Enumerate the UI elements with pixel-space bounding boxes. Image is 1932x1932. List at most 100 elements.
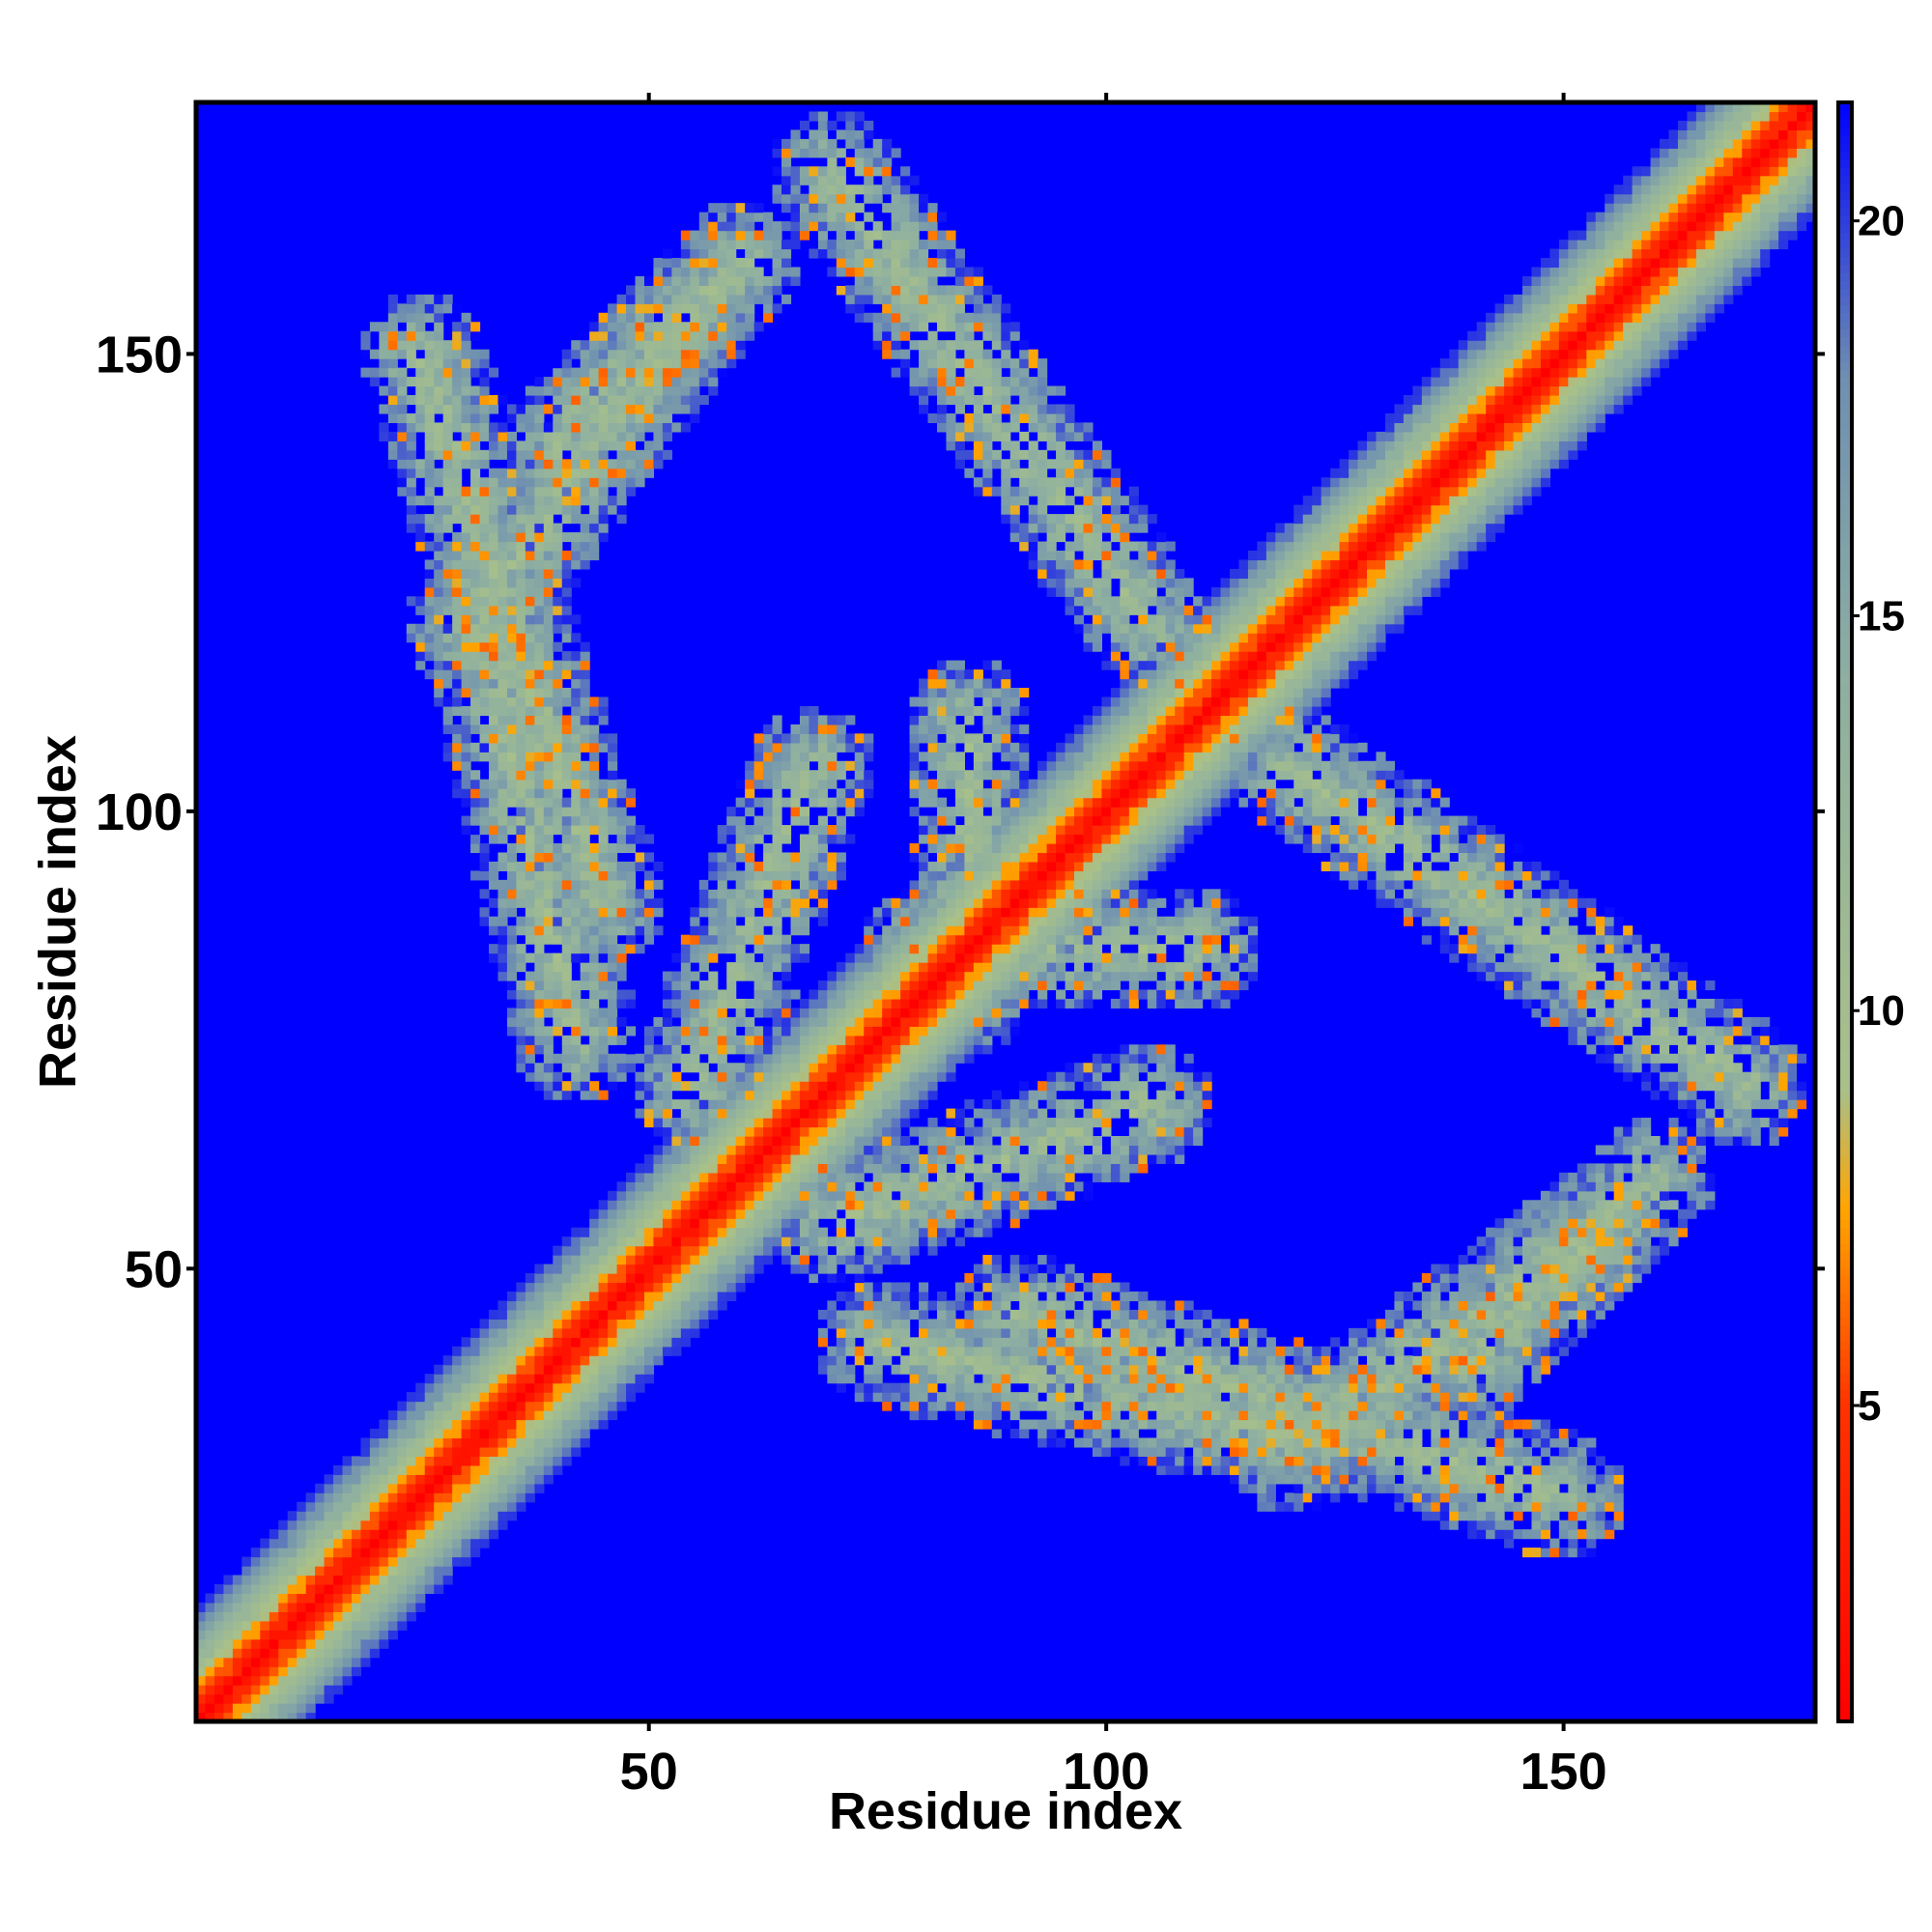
heatmap-cell <box>525 696 535 707</box>
heatmap-cell <box>635 1309 645 1320</box>
heatmap-cell <box>424 340 435 351</box>
heatmap-cell <box>470 669 481 680</box>
heatmap-cell <box>452 1401 463 1411</box>
heatmap-cell <box>479 742 490 753</box>
heatmap-cell <box>616 1382 627 1393</box>
heatmap-cell <box>872 166 883 177</box>
heatmap-cell <box>809 889 819 899</box>
heatmap-cell <box>397 1520 408 1530</box>
heatmap-cell <box>635 925 645 936</box>
heatmap-cell <box>809 1053 819 1064</box>
heatmap-cell <box>434 330 444 341</box>
heatmap-cell <box>205 1666 215 1677</box>
heatmap-cell <box>608 1355 618 1366</box>
heatmap-cell <box>653 412 664 424</box>
heatmap-cell <box>598 322 609 332</box>
heatmap-cell <box>900 1291 911 1302</box>
heatmap-cell <box>461 596 471 607</box>
heatmap-cell <box>919 285 929 296</box>
heatmap-cell <box>387 294 398 304</box>
heatmap-cell <box>589 934 600 945</box>
heatmap-cell <box>772 962 782 973</box>
heatmap-cell <box>936 907 948 918</box>
heatmap-cell <box>726 989 737 1000</box>
heatmap-cell <box>909 1337 920 1348</box>
heatmap-cell <box>909 879 920 890</box>
heatmap-cell <box>891 1153 901 1164</box>
heatmap-cell <box>643 1300 655 1311</box>
heatmap-cell <box>809 1063 819 1073</box>
heatmap-cell <box>643 916 655 926</box>
heatmap-cell <box>836 852 846 863</box>
heatmap-cell <box>790 1008 801 1018</box>
heatmap-cell <box>799 1255 810 1265</box>
heatmap-cell <box>872 1153 883 1164</box>
heatmap-cell <box>900 1063 911 1073</box>
heatmap-cell <box>434 1583 444 1595</box>
heatmap-cell <box>809 1200 819 1210</box>
heatmap-cell <box>827 870 838 881</box>
heatmap-cell <box>799 1264 810 1274</box>
heatmap-cell <box>763 1227 774 1237</box>
heatmap-cell <box>854 1145 865 1155</box>
heatmap-cell <box>598 358 609 369</box>
heatmap-cell <box>836 1227 846 1237</box>
heatmap-cell <box>836 1135 846 1147</box>
heatmap-cell <box>534 614 545 625</box>
heatmap-cell <box>781 934 792 945</box>
heatmap-cell <box>845 1053 856 1064</box>
heatmap-cell <box>616 404 627 414</box>
heatmap-cell <box>827 1118 838 1128</box>
heatmap-cell <box>836 724 846 734</box>
heatmap-cell <box>872 1118 883 1128</box>
heatmap-cell <box>872 340 883 351</box>
heatmap-cell <box>817 248 828 259</box>
heatmap-cell <box>387 1474 398 1485</box>
heatmap-cell <box>690 1200 700 1210</box>
heatmap-cell <box>608 925 618 936</box>
heatmap-cell <box>735 1282 746 1293</box>
heatmap-cell <box>415 1464 426 1475</box>
heatmap-cell <box>561 696 572 707</box>
heatmap-cell <box>919 193 929 204</box>
heatmap-cell <box>882 998 893 1009</box>
heatmap-cell <box>598 797 609 808</box>
heatmap-cell <box>909 1245 920 1256</box>
heatmap-cell <box>772 934 782 945</box>
heatmap-cell <box>534 532 545 543</box>
heatmap-cell <box>690 1181 700 1192</box>
heatmap-cell <box>580 834 590 844</box>
heatmap-cell <box>561 440 572 451</box>
heatmap-cell <box>671 367 682 378</box>
heatmap-cell <box>919 1026 929 1037</box>
heatmap-cell <box>635 825 645 836</box>
heatmap-cell <box>864 1218 874 1229</box>
heatmap-cell <box>708 1044 719 1055</box>
heatmap-cell <box>845 1364 856 1375</box>
heatmap-cell <box>470 449 481 460</box>
heatmap-cell <box>643 834 655 844</box>
heatmap-cell <box>864 998 874 1009</box>
heatmap-cell <box>424 312 435 323</box>
heatmap-cell <box>626 815 637 826</box>
heatmap-cell <box>278 1666 289 1677</box>
heatmap-cell <box>817 230 828 241</box>
heatmap-cell <box>561 989 572 1000</box>
heatmap-cell <box>936 1291 948 1302</box>
heatmap-cell <box>790 1126 801 1137</box>
heatmap-cell <box>489 523 499 533</box>
heatmap-cell <box>864 1208 874 1219</box>
heatmap-cell <box>616 1264 627 1274</box>
heatmap-cell <box>442 669 453 680</box>
heatmap-cell <box>369 1538 380 1548</box>
heatmap-cell <box>836 715 846 725</box>
heatmap-cell <box>717 1145 727 1155</box>
heatmap-cell <box>854 248 865 259</box>
heatmap-cell <box>561 1437 572 1448</box>
heatmap-cell <box>909 1126 920 1137</box>
heatmap-cell <box>698 1118 709 1128</box>
heatmap-cell <box>882 1190 893 1201</box>
heatmap-cell <box>827 221 838 232</box>
heatmap-cell <box>442 678 453 689</box>
heatmap-cell <box>598 980 609 991</box>
